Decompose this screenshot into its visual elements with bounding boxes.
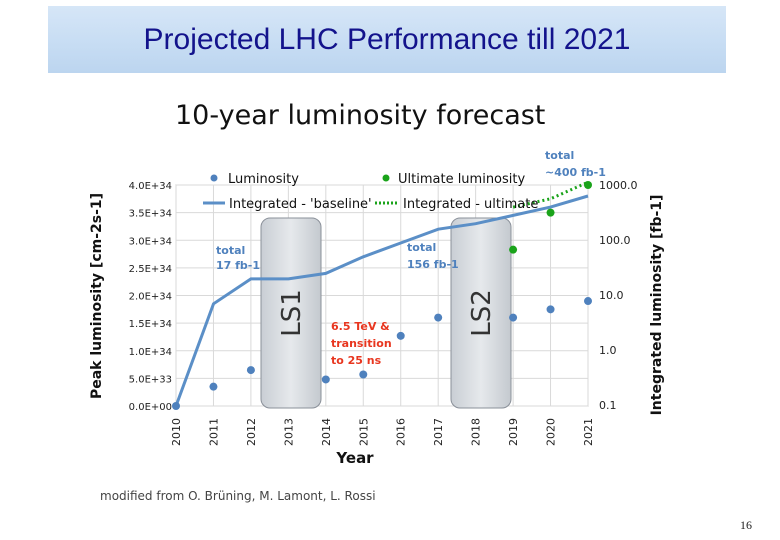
data-point-ultimate-luminosity [546,208,555,217]
x-tick-label: 2018 [470,418,483,446]
data-point-luminosity [584,297,592,306]
legend-label-luminosity: Luminosity [228,172,299,187]
x-tick-label: 2012 [245,418,258,446]
page-number: 16 [740,518,752,532]
y-right-tick-label: 1.0 [599,344,617,357]
x-tick-label: 2013 [282,418,295,446]
x-tick-label: 2014 [320,418,333,446]
chart-title: 10-year luminosity forecast [175,100,545,131]
legend: Luminosity Ultimate luminosity Integrate… [203,172,538,212]
data-point-ultimate-luminosity [509,245,518,254]
x-tick-label: 2015 [357,418,370,446]
x-tick-label: 2019 [507,418,520,446]
legend-marker-ultimate-luminosity [382,174,390,182]
data-point-luminosity [546,305,555,314]
title-bar: Projected LHC Performance till 2021 [48,6,726,73]
shutdown-ls1: LS1 [260,217,322,409]
legend-label-ultimate-luminosity: Ultimate luminosity [398,172,525,187]
series-layer [172,180,592,410]
y-left-tick-label: 2.0E+34 [129,292,172,303]
shutdown-box [260,217,322,409]
y-left-tick-label: 1.0E+34 [129,347,172,358]
series-line-integrated-ultimate [512,180,589,209]
annotation-total-156-line2: 156 fb-1 [407,258,459,271]
y-left-tick-label: 0.0E+00 [129,402,172,413]
annotation-energy-line2: transition [331,337,392,350]
annotation-total-400-line1: total [545,149,574,162]
data-point-luminosity [321,375,330,384]
x-tick-label: 2016 [395,418,408,446]
left-axis-ticks: 0.0E+00 5.0E+33 1.0E+34 1.5E+34 2.0E+34 2.5E+… [129,181,172,413]
data-point-ultimate-luminosity [584,181,592,189]
y-right-tick-label: 100.0 [599,234,631,247]
annotation-energy-line3: to 25 ns [331,354,382,367]
annotation-total-400-line2: ~400 fb-1 [545,166,606,179]
shutdown-label: LS2 [467,289,497,337]
x-tick-label: 2011 [207,418,220,446]
annotation-energy-transition: 6.5 TeV & transition to 25 ns [331,320,392,367]
shutdown-ls2: LS2 [450,217,512,409]
legend-label-ultimate: Integrated - ultimate [403,197,538,212]
annotation-total-156: total 156 fb-1 [407,241,459,271]
annotation-energy-line1: 6.5 TeV & [331,320,390,333]
legend-marker-luminosity [210,174,218,182]
x-axis-ticks: 2010 2011 2012 2013 2014 2015 2016 2017 2018 2019… [170,418,595,446]
annotation-total-17: total 17 fb-1 [216,244,260,272]
legend-label-baseline: Integrated - 'baseline' [229,197,372,212]
annotation-total-156-line1: total [407,241,436,254]
annotation-total-17-line1: total [216,244,245,257]
page-title: Projected LHC Performance till 2021 [143,23,631,56]
y-left-tick-label: 3.5E+34 [129,209,172,220]
y-left-tick-label: 5.0E+33 [129,374,172,385]
annotation-total-17-line2: 17 fb-1 [216,259,260,272]
x-axis-title: Year [335,449,374,467]
credit-text: modified from O. Brüning, M. Lamont, L. … [100,489,376,503]
annotation-total-400: total ~400 fb-1 [545,149,606,179]
shutdown-periods: LS1 LS2 [260,217,512,409]
y-right-tick-label: 1000.0 [599,179,638,192]
shutdown-box [450,217,512,409]
x-tick-label: 2010 [170,418,183,446]
x-tick-label: 2021 [582,418,595,446]
x-tick-label: 2020 [545,418,558,446]
series-line-integrated-baseline [174,194,589,407]
data-point-luminosity [246,366,255,375]
right-axis-ticks: 0.1 1.0 10.0 100.0 1000.0 [599,179,638,412]
shutdown-label: LS1 [277,289,307,337]
data-point-luminosity [172,402,180,410]
data-point-luminosity [359,370,368,379]
y-left-tick-label: 2.5E+34 [129,264,172,275]
y-left-tick-label: 1.5E+34 [129,319,172,330]
y-axis-right-title: Integrated luminosity [fb-1] [649,195,665,416]
y-right-tick-label: 0.1 [599,399,617,412]
y-left-tick-label: 4.0E+34 [129,181,172,192]
data-point-luminosity [209,382,218,391]
data-point-luminosity [509,313,518,322]
data-point-luminosity [396,331,405,340]
y-left-tick-label: 3.0E+34 [129,236,172,247]
y-axis-left-title: Peak luminosity [cm-2s-1] [89,193,105,399]
x-tick-label: 2017 [432,418,445,446]
y-right-tick-label: 10.0 [599,289,624,302]
data-point-luminosity [434,313,443,322]
